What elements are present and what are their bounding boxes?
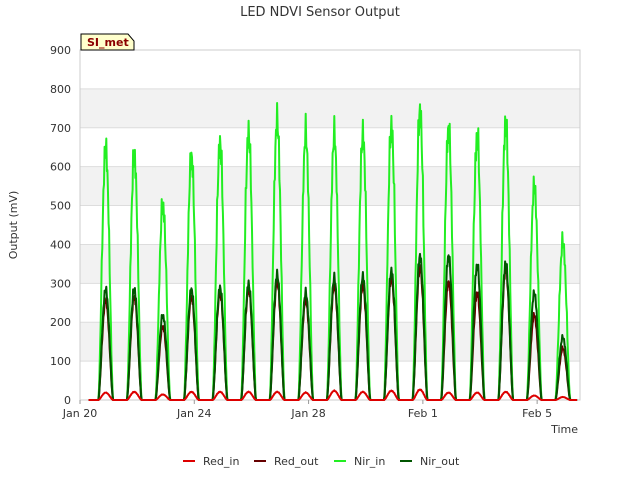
legend-item: Red_in <box>183 455 239 468</box>
y-axis-ticks: 0 100 200 300 400 500 600 700 800 900 <box>50 44 71 407</box>
legend-item: Nir_in <box>334 455 385 468</box>
y-tick-label: 500 <box>50 200 71 213</box>
x-tick-label: Jan 24 <box>176 407 211 420</box>
grid-band <box>80 50 580 89</box>
legend-label: Red_out <box>274 455 319 468</box>
x-tick-label: Feb 1 <box>408 407 438 420</box>
legend-label: Nir_out <box>420 455 460 468</box>
x-tick-label: Feb 5 <box>522 407 552 420</box>
x-axis-ticks: Jan 20 Jan 24 Jan 28 Feb 1 Feb 5 <box>62 400 552 420</box>
grid-band <box>80 127 580 167</box>
legend-item: Nir_out <box>400 455 460 468</box>
y-axis-label: Output (mV) <box>7 191 20 260</box>
x-tick-label: Jan 20 <box>62 407 97 420</box>
y-tick-label: 700 <box>50 122 71 135</box>
chart-title: LED NDVI Sensor Output <box>240 5 400 20</box>
y-tick-label: 100 <box>50 355 71 368</box>
grid-band <box>80 88 580 128</box>
y-tick-label: 800 <box>50 83 71 96</box>
grid-band <box>80 166 580 206</box>
series-line-red-in <box>88 388 578 401</box>
legend: Red_in Red_out Nir_in Nir_out <box>183 455 460 468</box>
legend-label: Nir_in <box>354 455 385 468</box>
badge-label: SI_met <box>87 36 129 49</box>
x-tick-label: Jan 28 <box>290 407 325 420</box>
legend-label: Red_in <box>203 455 239 468</box>
station-badge: SI_met <box>80 33 135 51</box>
legend-item: Red_out <box>254 455 319 468</box>
y-tick-label: 600 <box>50 161 71 174</box>
y-tick-label: 0 <box>64 394 71 407</box>
y-tick-label: 300 <box>50 277 71 290</box>
y-tick-label: 400 <box>50 238 71 251</box>
x-axis-label: Time <box>550 423 578 436</box>
y-tick-label: 200 <box>50 316 71 329</box>
y-tick-label: 900 <box>50 44 71 57</box>
series-lines <box>88 102 578 401</box>
badge-shape <box>80 33 135 51</box>
plot-border <box>79 49 581 401</box>
